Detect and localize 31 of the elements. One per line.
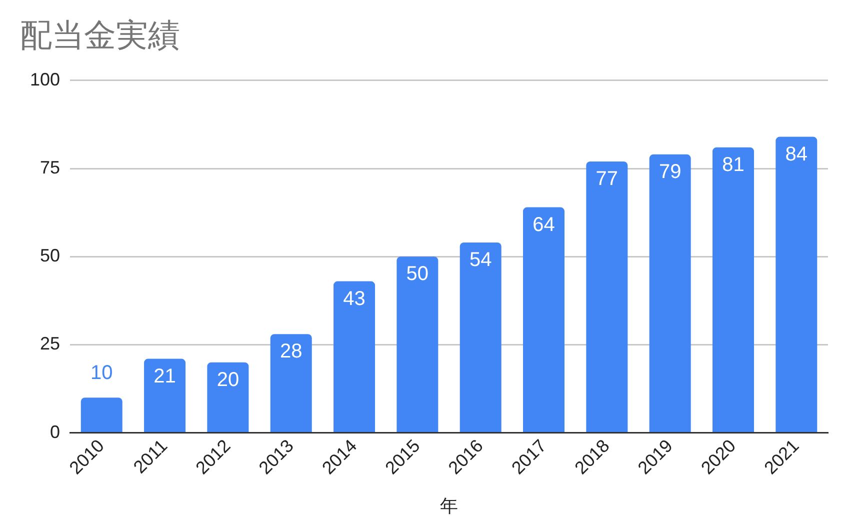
bar	[144, 358, 186, 432]
bar	[586, 161, 628, 432]
bar	[80, 398, 122, 432]
y-tick-label: 50	[40, 246, 60, 266]
bar	[776, 136, 818, 432]
y-tick-label: 75	[40, 157, 60, 178]
bar	[460, 242, 502, 432]
y-tick-label: 0	[50, 422, 60, 442]
data-label: 77	[596, 168, 618, 190]
x-axis-title: 年	[440, 496, 458, 516]
data-label: 84	[785, 143, 808, 166]
data-label: 64	[532, 214, 555, 236]
data-label: 28	[280, 340, 302, 363]
y-tick-label: 100	[30, 69, 60, 90]
bar	[712, 147, 754, 432]
data-label: 50	[406, 263, 429, 286]
bar	[207, 362, 249, 432]
data-label: 20	[216, 368, 240, 391]
y-tick-label: 25	[40, 334, 60, 354]
bar	[649, 154, 691, 432]
data-label: 10	[90, 362, 113, 384]
data-label: 79	[658, 160, 682, 183]
bar	[396, 256, 438, 432]
bar	[270, 334, 312, 432]
data-label: 21	[154, 365, 176, 388]
chart-title: 配当金実績	[20, 17, 180, 54]
data-label: 54	[469, 249, 492, 272]
bar	[334, 281, 376, 432]
data-label: 43	[343, 288, 366, 310]
data-label: 81	[722, 154, 744, 176]
bar	[523, 207, 565, 432]
